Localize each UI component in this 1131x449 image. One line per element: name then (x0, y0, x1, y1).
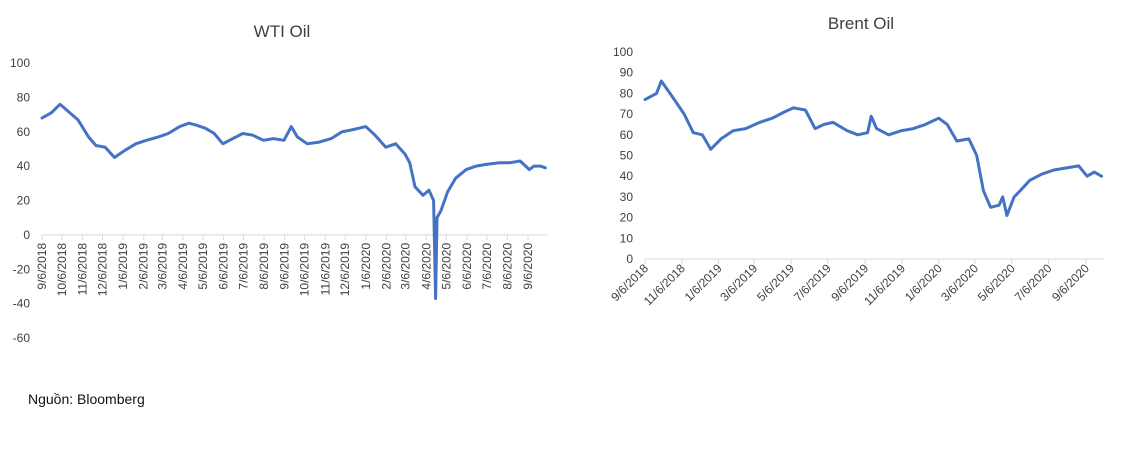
brent-x-tick-label: 9/6/2020 (1049, 261, 1092, 304)
wti-y-tick-label: 80 (17, 90, 31, 104)
wti-x-tick-label: 1/6/2020 (359, 243, 373, 290)
brent-y-tick-label: 10 (620, 231, 634, 245)
wti-series-line (40, 102, 547, 300)
wti-y-tick-label: 20 (17, 194, 31, 208)
wti-x-tick-label: 3/6/2020 (399, 243, 413, 290)
wti-x-tick-label: 9/6/2018 (35, 243, 49, 290)
brent-x-tick-label: 7/6/2019 (791, 261, 834, 304)
wti-x-tick-label: 4/6/2019 (176, 243, 190, 290)
wti-x-tick-label: 5/6/2019 (196, 243, 210, 290)
wti-y-tick-label: 60 (17, 125, 31, 139)
wti-x-tick-label: 6/6/2019 (217, 243, 231, 290)
brent-x-tick-label: 1/6/2020 (902, 261, 945, 304)
wti-y-axis: 100 80 60 40 20 0 -20 -40 -60 (10, 56, 30, 345)
brent-chart-title: Brent Oil (828, 14, 894, 33)
brent-x-tick-label: 5/6/2020 (975, 261, 1018, 304)
wti-x-tick-label: 4/6/2020 (419, 243, 433, 290)
brent-y-tick-label: 40 (620, 169, 634, 183)
wti-x-axis: 9/6/2018 10/6/2018 11/6/2018 12/6/2018 1/6/2… (35, 234, 535, 297)
wti-x-tick-label: 12/6/2018 (96, 243, 110, 297)
wti-x-tick-label: 2/6/2019 (137, 243, 151, 290)
wti-x-tick-label: 8/6/2020 (500, 243, 514, 290)
wti-y-tick-label: -60 (13, 331, 31, 345)
wti-y-tick-label: -20 (13, 262, 31, 276)
wti-x-tick-label: 10/6/2019 (298, 243, 312, 297)
wti-x-tick-label: 12/6/2019 (338, 243, 352, 297)
brent-x-tick-label: 1/6/2019 (682, 261, 725, 304)
brent-x-tick-label: 5/6/2019 (754, 261, 797, 304)
brent-x-tick-label: 3/6/2019 (717, 261, 760, 304)
brent-y-tick-label: 60 (620, 128, 634, 142)
wti-x-tick-label: 9/6/2020 (521, 243, 535, 290)
brent-y-tick-label: 70 (620, 107, 634, 121)
brent-y-tick-label: 20 (620, 211, 634, 225)
brent-y-tick-label: 90 (620, 66, 634, 80)
wti-x-tick-label: 5/6/2020 (439, 243, 453, 290)
brent-y-tick-label: 50 (620, 149, 634, 163)
wti-x-tick-label: 1/6/2019 (116, 243, 130, 290)
source-note: Nguồn: Bloomberg (28, 391, 145, 407)
wti-y-tick-label: 40 (17, 159, 31, 173)
wti-chart-title: WTI Oil (254, 22, 311, 41)
brent-y-tick-label: 30 (620, 190, 634, 204)
wti-x-tick-label: 11/6/2018 (76, 243, 90, 296)
wti-x-tick-label: 11/6/2019 (318, 243, 332, 296)
wti-chart: WTI Oil 100 80 60 40 20 0 -20 -40 -60 9/6/2018 10… (10, 22, 548, 345)
wti-x-tick-label: 9/6/2019 (278, 243, 292, 290)
wti-x-tick-label: 8/6/2019 (257, 243, 271, 290)
wti-y-tick-label: 100 (10, 56, 30, 70)
wti-x-tick-label: 7/6/2019 (236, 243, 250, 290)
wti-x-tick-label: 2/6/2020 (379, 243, 393, 290)
wti-x-tick-label: 6/6/2020 (460, 243, 474, 290)
wti-y-tick-label: -40 (13, 297, 31, 311)
brent-x-tick-label: 7/6/2020 (1012, 261, 1055, 304)
brent-y-tick-label: 100 (613, 45, 633, 59)
wti-x-tick-label: 10/6/2018 (55, 243, 69, 297)
brent-x-axis: 9/6/201811/6/20181/6/20193/6/20195/6/201… (608, 259, 1092, 308)
wti-x-tick-label: 7/6/2020 (480, 243, 494, 290)
brent-series-line (643, 79, 1104, 217)
wti-x-tick-label: 3/6/2019 (155, 243, 169, 290)
brent-y-tick-label: 80 (620, 86, 634, 100)
brent-y-tick-label: 0 (626, 252, 633, 266)
wti-y-tick-label: 0 (23, 228, 30, 242)
brent-x-tick-label: 3/6/2020 (938, 261, 981, 304)
